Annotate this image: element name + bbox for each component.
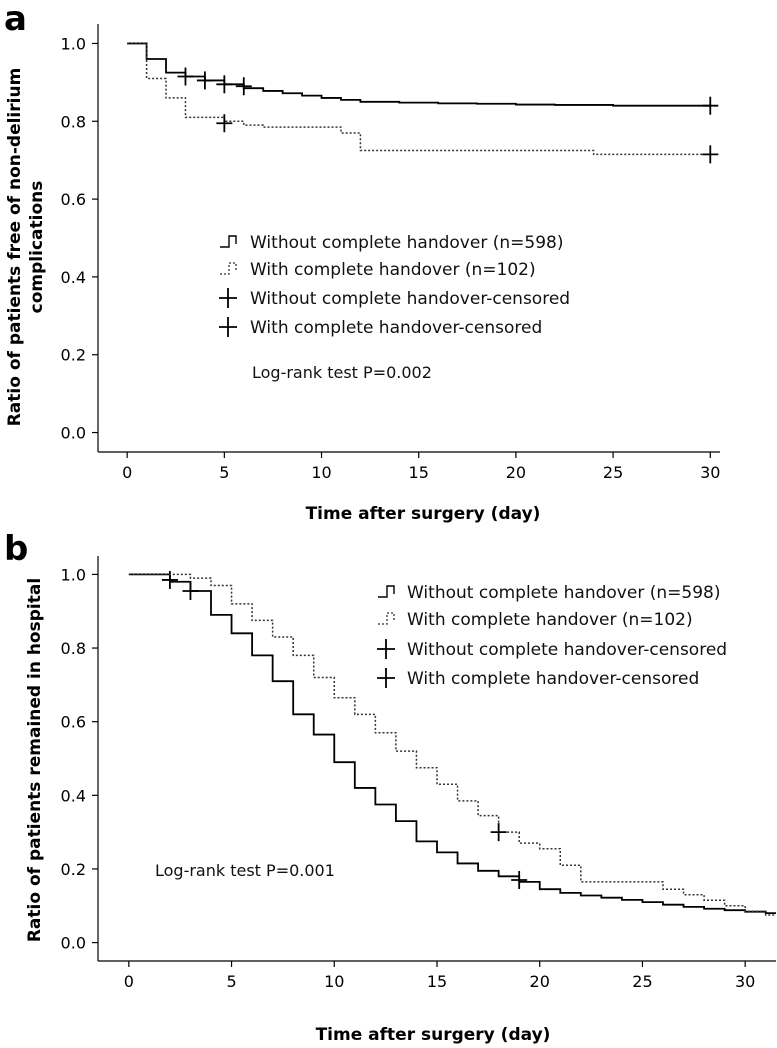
panel-a-xlabel: Time after surgery (day) [306,504,541,524]
panel-b-series-without-handover-line [128,573,776,915]
panel-a-ylabel-line1: Ratio of patients free of non-delirium [5,68,25,427]
panel-a-legend-dotted-step-icon [220,262,237,275]
panel-a-legend-plus-icon [219,317,237,337]
panel-a-letter: a [4,0,27,39]
panel-a-legend-solid-step-icon [220,235,237,248]
panel-b-y-tick-label: 0.8 [61,639,86,658]
panel-b-x-tick-label: 5 [226,972,236,991]
panel-a-censor-mark [216,114,233,133]
panel-b-x-tick-label: 30 [735,972,755,991]
panel-b-y-tick-label: 0.6 [61,713,86,732]
panel-a-annotation: Log-rank test P=0.002 [252,363,432,382]
panel-b-legend-solid-step-icon [378,585,395,598]
panel-a-x-tick-label: 10 [311,463,331,482]
panel-a-y-tick-label: 0.2 [61,346,86,365]
panel-a-legend-label-4: With complete handover-censored [250,318,542,338]
panel-b-x-tick-label: 20 [530,972,550,991]
panel-a-x-tick-label: 30 [700,463,720,482]
panel-a-censor-mark [702,96,719,115]
panel-b-xlabel: Time after surgery (day) [316,1025,551,1045]
panel-b-y-tick-label: 0.2 [61,860,86,879]
panel-b-legend-label-2: With complete handover (n=102) [407,610,693,630]
panel-a-y-tick-label: 0.6 [61,190,86,209]
panel-a-censor-mark [177,67,194,86]
panel-b-ylabel: Ratio of patients remained in hospital [25,578,45,942]
panel-a-y-tick-label: 0.4 [61,268,86,287]
panel-a-censor-mark [216,75,233,94]
panel-a-y-tick-label: 1.0 [61,34,86,53]
panel-b-x-tick-label: 25 [632,972,652,991]
panel-a-legend-plus-icon [219,288,237,308]
panel-a-series-with-handover-line [127,42,711,156]
panel-b-legend-dotted-step-icon [378,612,395,625]
panel-b-y-tick-label: 1.0 [61,565,86,584]
panel-a-y-tick-label: 0.8 [61,112,86,131]
panel-b-x-tick-label: 15 [427,972,447,991]
panel-b-y-tick-label: 0.0 [61,934,86,953]
panel-b-censor-mark [182,581,199,600]
panel-b-legend-plus-icon [377,639,395,659]
panel-a-legend-label-2: With complete handover (n=102) [250,260,536,280]
panel-b-x-tick-label: 0 [124,972,134,991]
panel-a-ylabel-line2: complications [27,181,47,314]
panel-b-letter: b [4,529,28,569]
panel-a-x-tick-label: 15 [409,463,429,482]
panel-a-y-tick-label: 0.0 [61,424,86,443]
panel-a-legend-label-1: Without complete handover (n=598) [250,233,563,253]
panel-b-annotation: Log-rank test P=0.001 [155,861,335,880]
panel-a-x-tick-label: 20 [506,463,526,482]
panel-a-x-tick-label: 5 [219,463,229,482]
panel-a-x-tick-label: 25 [603,463,623,482]
panel-a-x-tick-label: 0 [122,463,132,482]
panel-a-censor-mark [702,145,719,164]
panel-b-legend-label-4: With complete handover-censored [407,669,699,689]
panel-b-legend-plus-icon [377,668,395,688]
panel-b-legend-label-1: Without complete handover (n=598) [407,583,720,603]
panel-b-legend-label-3: Without complete handover-censored [407,640,727,660]
panel-b-censor-mark [490,823,507,842]
panel-a-series-without-handover-line [127,42,711,107]
panel-b-series-with-handover-line [128,573,776,916]
panel-b-x-tick-label: 10 [324,972,344,991]
panel-b-censor-mark [511,871,528,889]
panel-a-censor-mark [235,77,252,96]
panel-a-censor-mark [196,71,213,90]
panel-b-y-tick-label: 0.4 [61,786,86,805]
panel-a-legend-label-3: Without complete handover-censored [250,289,570,309]
